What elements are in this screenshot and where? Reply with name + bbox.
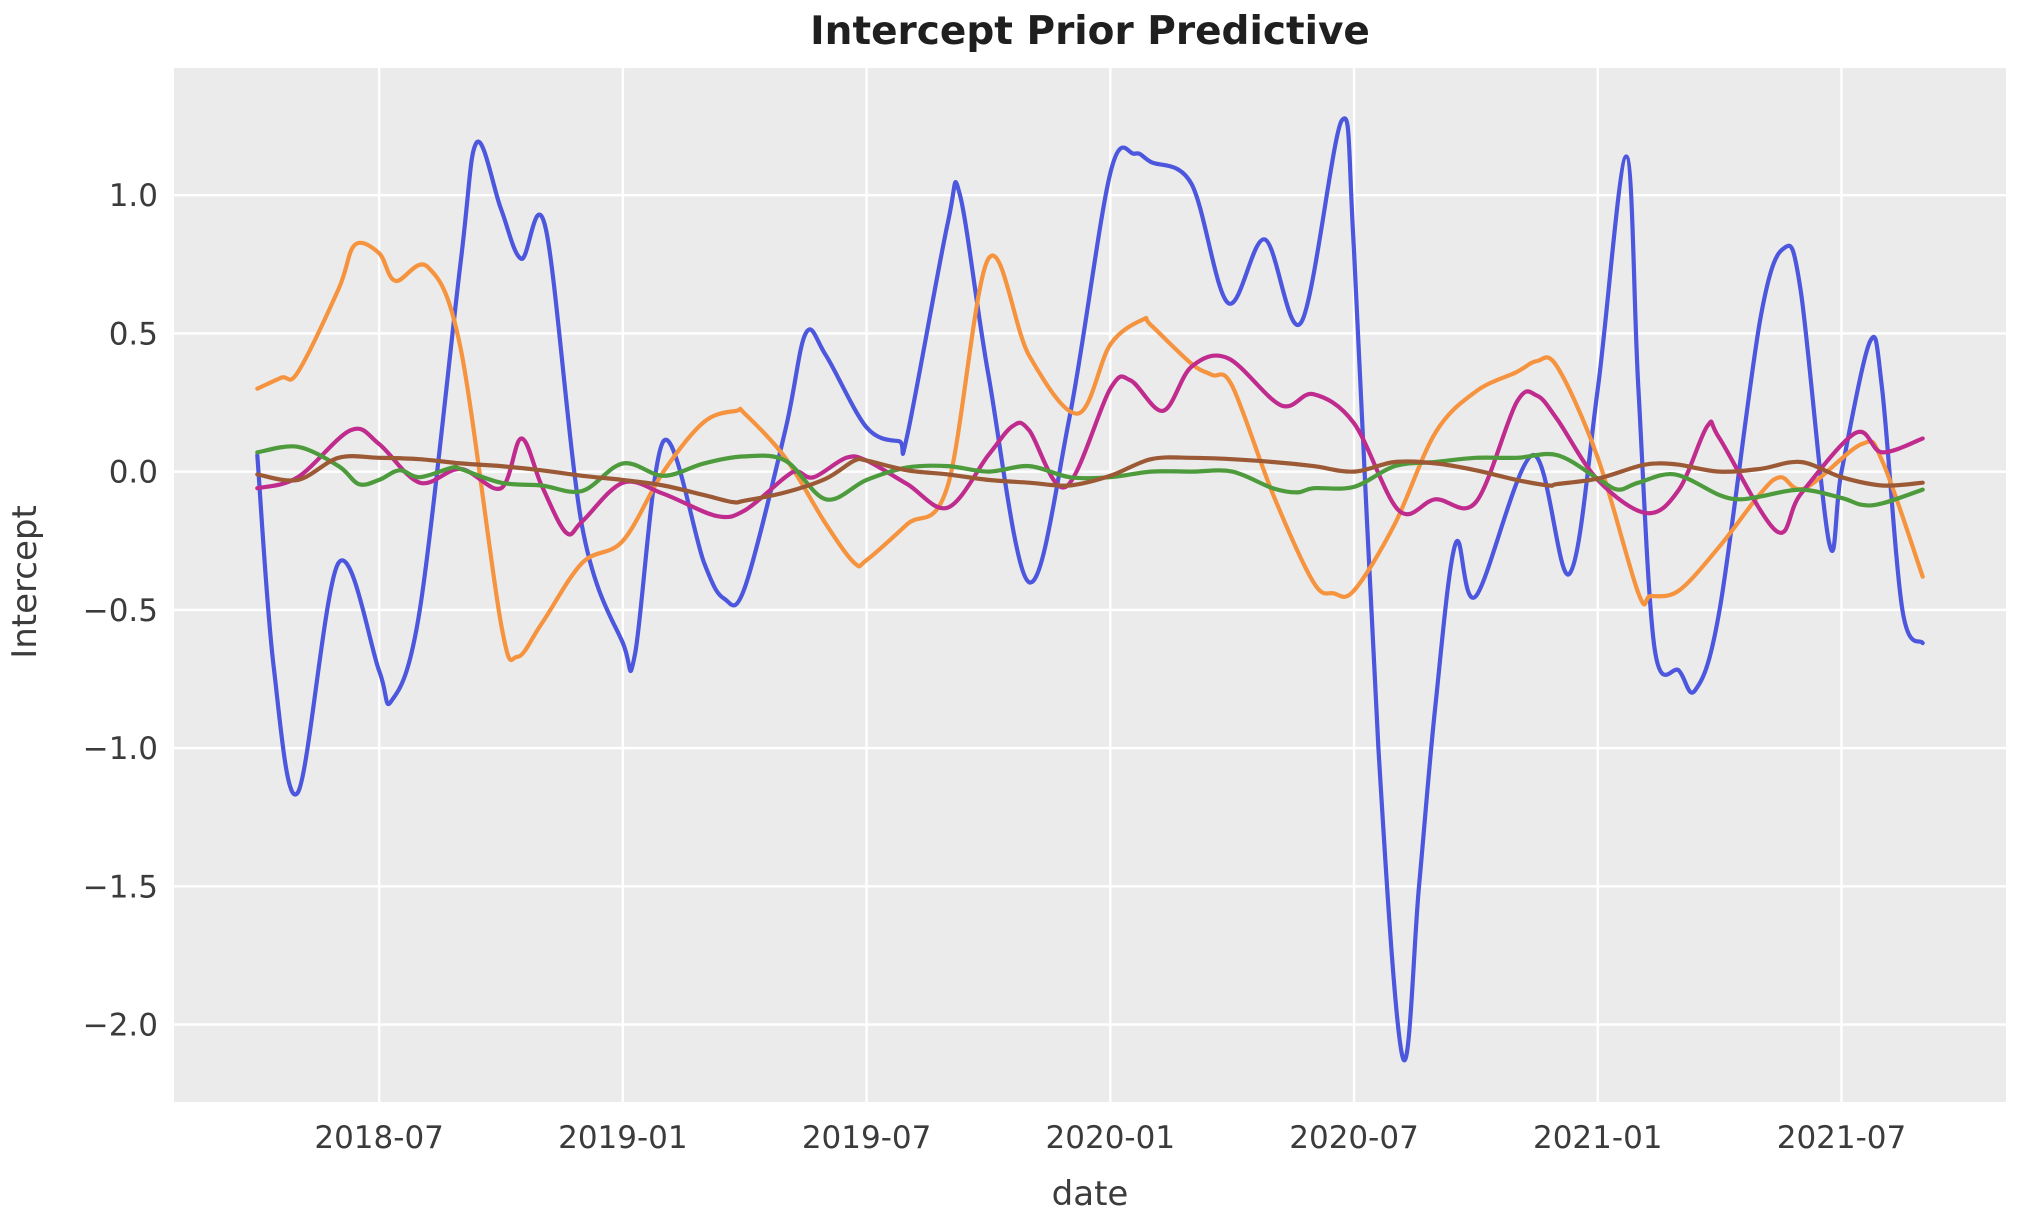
x-axis-label: date <box>1052 1174 1129 1214</box>
x-tick-label: 2020-01 <box>1046 1120 1176 1156</box>
series-line-prior-sample-1-blue <box>255 116 1925 1063</box>
y-tick-label: 1.0 <box>109 178 158 214</box>
plot-area <box>174 68 2006 1102</box>
series-line-prior-sample-5-brown <box>255 454 1925 505</box>
x-tick-label: 2019-01 <box>558 1120 688 1156</box>
y-tick-label: −1.5 <box>83 869 158 905</box>
series-lines <box>255 116 1925 1063</box>
x-tick-label: 2018-07 <box>314 1120 444 1156</box>
chart-title: Intercept Prior Predictive <box>810 9 1370 54</box>
y-tick-label: 0.5 <box>109 316 158 352</box>
series-line-prior-sample-2-orange <box>255 240 1925 663</box>
tick-labels: 1.0 0.5 0.0 −0.5 −1.0 −1.5 −2.0 2018-07 2019-01 2… <box>83 178 1907 1156</box>
y-tick-label: −1.0 <box>83 731 158 767</box>
y-tick-label: −2.0 <box>83 1008 158 1044</box>
y-tick-label: 0.0 <box>109 455 158 491</box>
x-tick-label: 2021-07 <box>1777 1120 1907 1156</box>
x-tick-label: 2021-01 <box>1533 1120 1663 1156</box>
x-tick-label: 2020-07 <box>1289 1120 1419 1156</box>
y-tick-label: −0.5 <box>83 593 158 629</box>
y-axis-label: Intercept <box>5 505 45 659</box>
x-tick-label: 2019-07 <box>802 1120 932 1156</box>
